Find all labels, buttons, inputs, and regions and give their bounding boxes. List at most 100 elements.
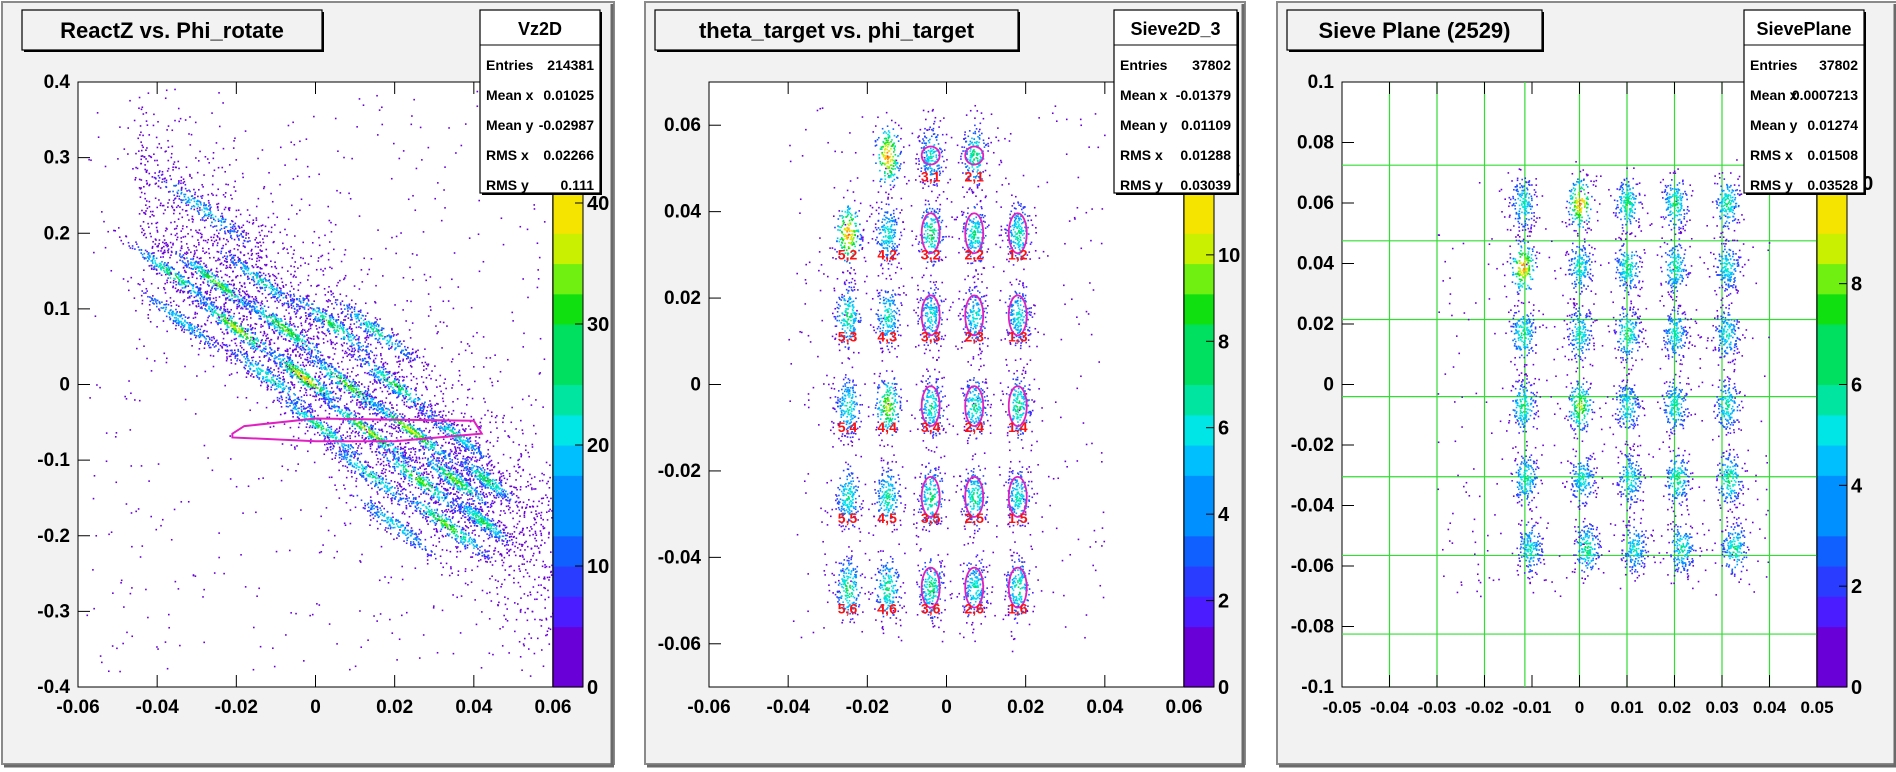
- data-point: [140, 556, 142, 558]
- data-point: [183, 236, 185, 238]
- data-point: [244, 240, 246, 242]
- data-point: [145, 237, 147, 239]
- data-point: [290, 316, 292, 318]
- data-point: [340, 395, 342, 397]
- data-point: [312, 242, 314, 244]
- data-point: [289, 550, 291, 552]
- data-point: [176, 192, 178, 194]
- data-point: [123, 606, 125, 608]
- data-point: [295, 354, 297, 356]
- data-point: [430, 536, 432, 538]
- data-point: [367, 273, 369, 275]
- data-point: [224, 260, 226, 262]
- data-point: [242, 300, 244, 302]
- data-point: [190, 229, 192, 231]
- data-point: [165, 641, 167, 643]
- data-point: [318, 350, 320, 352]
- data-point: [276, 287, 278, 289]
- data-point: [305, 312, 307, 314]
- data-point: [389, 414, 391, 416]
- data-point: [440, 391, 442, 393]
- data-point: [227, 267, 229, 269]
- data-point: [192, 328, 194, 330]
- data-point: [406, 405, 408, 407]
- data-point: [229, 233, 231, 235]
- data-point: [228, 230, 230, 232]
- data-point: [403, 404, 405, 406]
- data-point: [521, 532, 523, 534]
- data-point: [344, 522, 346, 524]
- data-point: [476, 332, 478, 334]
- data-point: [120, 240, 122, 242]
- data-point: [306, 339, 308, 341]
- data-point: [164, 271, 166, 273]
- data-point: [202, 335, 204, 337]
- data-point: [452, 438, 454, 440]
- data-point: [264, 316, 266, 318]
- data-point: [340, 460, 342, 462]
- data-point: [466, 404, 468, 406]
- data-point: [294, 308, 296, 310]
- data-point: [147, 617, 149, 619]
- data-point: [355, 339, 357, 341]
- data-point: [326, 310, 328, 312]
- data-point: [93, 608, 95, 610]
- data-point: [192, 216, 194, 218]
- data-point: [301, 341, 303, 343]
- data-point: [219, 281, 221, 283]
- data-point: [240, 335, 242, 337]
- data-point: [204, 208, 206, 210]
- data-point: [184, 196, 186, 198]
- data-point: [137, 283, 139, 285]
- data-point: [167, 272, 169, 274]
- data-point: [208, 315, 210, 317]
- data-point: [401, 615, 403, 617]
- data-point: [377, 421, 379, 423]
- data-point: [526, 561, 528, 563]
- data-point: [232, 226, 234, 228]
- data-point: [408, 362, 410, 364]
- data-point: [230, 259, 232, 261]
- data-point: [218, 167, 220, 169]
- data-point: [540, 584, 542, 586]
- data-point: [185, 199, 187, 201]
- data-point: [544, 221, 546, 223]
- data-point: [193, 575, 195, 577]
- data-point: [436, 403, 438, 405]
- data-point: [251, 309, 253, 311]
- data-point: [189, 304, 191, 306]
- data-point: [280, 318, 282, 320]
- data-point: [256, 266, 258, 268]
- data-point: [343, 157, 345, 159]
- data-point: [389, 371, 391, 373]
- data-point: [290, 265, 292, 267]
- data-point: [179, 206, 181, 208]
- data-point: [222, 342, 224, 344]
- data-point: [166, 228, 168, 230]
- data-point: [531, 511, 533, 513]
- data-point: [86, 615, 88, 617]
- data-point: [468, 425, 470, 427]
- data-point: [219, 286, 221, 288]
- data-point: [250, 312, 252, 314]
- data-point: [362, 281, 364, 283]
- data-point: [157, 222, 159, 224]
- data-point: [228, 290, 230, 292]
- data-point: [181, 282, 183, 284]
- data-point: [114, 230, 116, 232]
- data-point: [134, 120, 136, 122]
- data-point: [184, 291, 186, 293]
- data-point: [191, 177, 193, 179]
- data-point: [227, 184, 229, 186]
- data-point: [217, 285, 219, 287]
- data-point: [119, 236, 121, 238]
- data-point: [228, 312, 230, 314]
- data-point: [208, 306, 210, 308]
- data-point: [548, 537, 550, 539]
- data-point: [528, 633, 530, 635]
- data-point: [255, 246, 257, 248]
- data-point: [212, 245, 214, 247]
- data-point: [157, 164, 159, 166]
- data-point: [533, 501, 535, 503]
- data-point: [165, 307, 167, 309]
